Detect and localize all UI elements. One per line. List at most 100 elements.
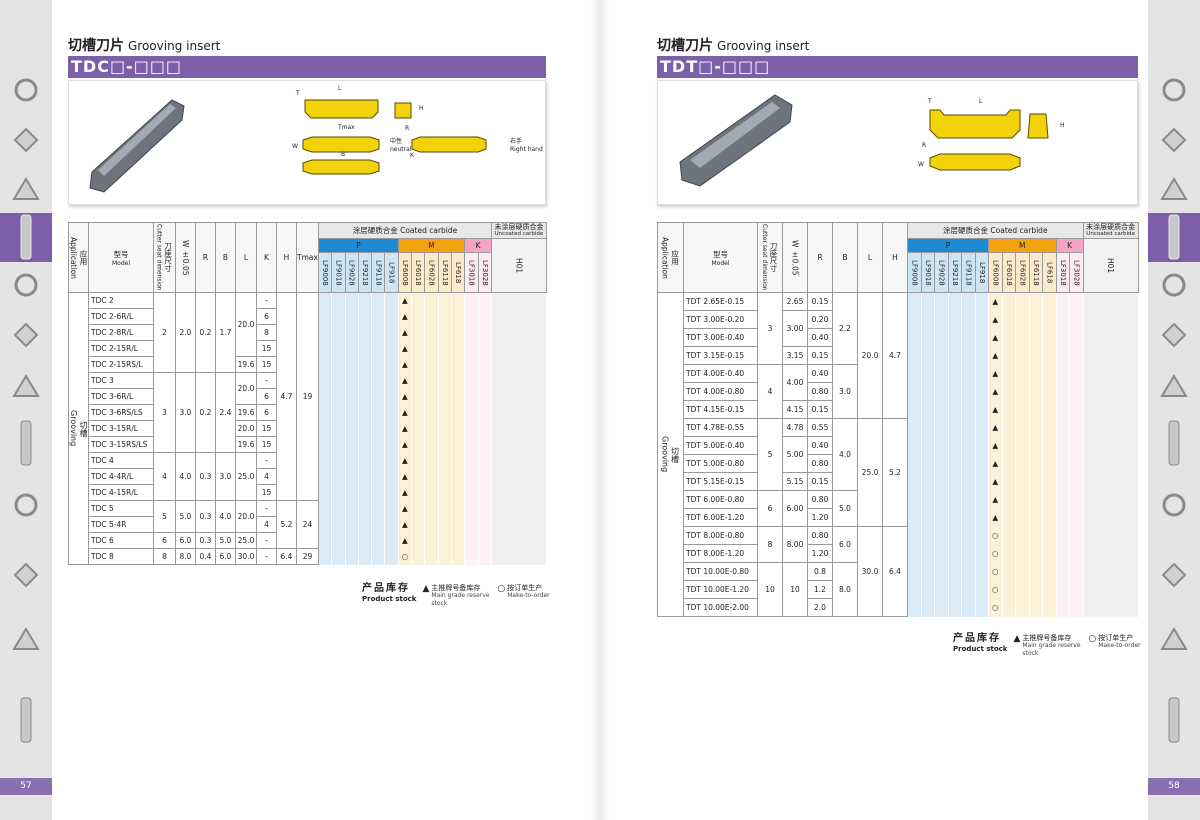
column-header-text: Cutter seat dimension: [155, 224, 163, 291]
sidebar-icon: [1160, 177, 1188, 200]
application-cell: 切槽 Grooving: [657, 292, 684, 617]
grade-cell: [974, 490, 989, 509]
grade-cell: [1055, 418, 1070, 437]
vertical: LF3018: [467, 259, 476, 286]
grade-cell: [477, 484, 492, 501]
legend-text: 按订单生产: [1098, 634, 1134, 642]
grade-cell: [920, 436, 935, 455]
legend-text-en: Main grade reserve stock: [1022, 642, 1081, 657]
uncoated-cell: [490, 356, 547, 373]
legend: 产品库存 Product stock ▲ 主推牌号备库存 Main grade rese…: [362, 584, 553, 608]
grade-cell: [1042, 562, 1057, 581]
grade-group: P: [907, 238, 989, 253]
grade-cell: [371, 436, 386, 453]
spec-cell: 6.0: [832, 526, 858, 563]
spec-cell: 20.0: [857, 292, 883, 419]
stock-mark: ○: [988, 544, 1003, 563]
sidebar-icon: [14, 493, 38, 517]
grade-cell: [331, 420, 346, 437]
spec-cell: 8.0: [175, 548, 196, 565]
column-header-text: H: [283, 253, 290, 262]
grade-cell: [317, 548, 333, 565]
column-header-text: Model: [111, 259, 130, 267]
insert-photo-highlight: [690, 102, 780, 168]
uncoated-cell: [490, 388, 547, 405]
grade-cell: [344, 292, 359, 309]
grade-cell: [961, 562, 976, 581]
grade-cell: [357, 324, 373, 341]
stock-mark: ▲: [988, 400, 1003, 419]
grade-cell: [331, 340, 346, 357]
uncoated-cell: [1082, 598, 1139, 617]
grade-cell: [317, 404, 333, 421]
grade-cell: [1069, 364, 1084, 383]
grade-cell: [934, 328, 949, 347]
grade-cell: [411, 372, 426, 389]
grade-cell: [1028, 346, 1043, 365]
grade-cell: [357, 388, 373, 405]
legend-title-en: Product stock: [362, 595, 417, 603]
uncoated-cell: [490, 452, 547, 469]
vertical: LF9018: [923, 259, 932, 286]
vertical: LF6018: [414, 259, 423, 286]
grade-cell: [450, 420, 466, 437]
grade-cell: [974, 580, 989, 599]
grade-cell: [437, 500, 452, 517]
grade-cell: [961, 436, 976, 455]
column-header-text: K: [264, 253, 269, 262]
vertical: LF9028: [347, 259, 356, 286]
grade-cell: [344, 372, 359, 389]
grade-cell: [371, 500, 386, 517]
model-cell: TDT 5.15E-0.15: [683, 472, 758, 491]
grade-cell: [947, 562, 962, 581]
grade-cell: [1028, 310, 1043, 329]
spec-cell: 19: [296, 292, 319, 501]
grade-cell: [947, 346, 962, 365]
grade-cell: [357, 516, 373, 533]
grade-cell: [464, 516, 479, 533]
spec-cell: 2.2: [832, 292, 858, 365]
grade-cell: [357, 308, 373, 325]
model-cell: TDT 5.00E-0.80: [683, 454, 758, 473]
application-value: 切槽: [670, 446, 680, 463]
grade-cell: [477, 404, 492, 421]
column-header-text: R: [817, 253, 823, 262]
grade-cell: [920, 544, 935, 563]
stock-mark: ○: [988, 580, 1003, 599]
model-cell: TDT 6.00E-1.20: [683, 508, 758, 527]
spec-cell: 20.0: [235, 372, 257, 405]
uncoated-cell: [1082, 436, 1139, 455]
grade-cell: [424, 308, 439, 325]
diagram-label: Tmax: [337, 124, 355, 131]
grade-cell: [1001, 562, 1016, 581]
sidebar-icon: [1161, 562, 1187, 588]
uncoated-cell: [1082, 418, 1139, 437]
grade-cell: [947, 454, 962, 473]
grade-cell: [1028, 454, 1043, 473]
column-header: H: [882, 222, 908, 293]
grade-cell: [437, 468, 452, 485]
grade-cell: [411, 484, 426, 501]
grade-cell: [477, 500, 492, 517]
sidebar-icon: [20, 420, 32, 466]
grade-cell: [411, 308, 426, 325]
stock-mark: ▲: [988, 310, 1003, 329]
sidebar-icon: [1161, 127, 1187, 153]
grade-cell: [1015, 580, 1030, 599]
sidebar-icon: [13, 127, 39, 153]
grade-cell: [1001, 418, 1016, 437]
grade-cell: [331, 500, 346, 517]
spec-cell: 5.15: [782, 472, 808, 491]
legend-text-en: Main grade reserve stock: [431, 592, 490, 607]
grade-cell: [1001, 598, 1016, 617]
grade-cell: [907, 526, 922, 545]
grade-cell: [450, 436, 466, 453]
stock-mark: ▲: [988, 364, 1003, 383]
stock-mark: ▲: [988, 418, 1003, 437]
grade-cell: [357, 532, 373, 549]
model-cell: TDT 8.00E-1.20: [683, 544, 758, 563]
grade-cell: [974, 472, 989, 491]
spec-cell: 6.4: [276, 548, 297, 565]
table-row: TDT 8.00E-0.80 8 8.00 0.80 6.0 30.0 6.4 ○: [658, 526, 1139, 617]
grade-cell: [1015, 310, 1030, 329]
